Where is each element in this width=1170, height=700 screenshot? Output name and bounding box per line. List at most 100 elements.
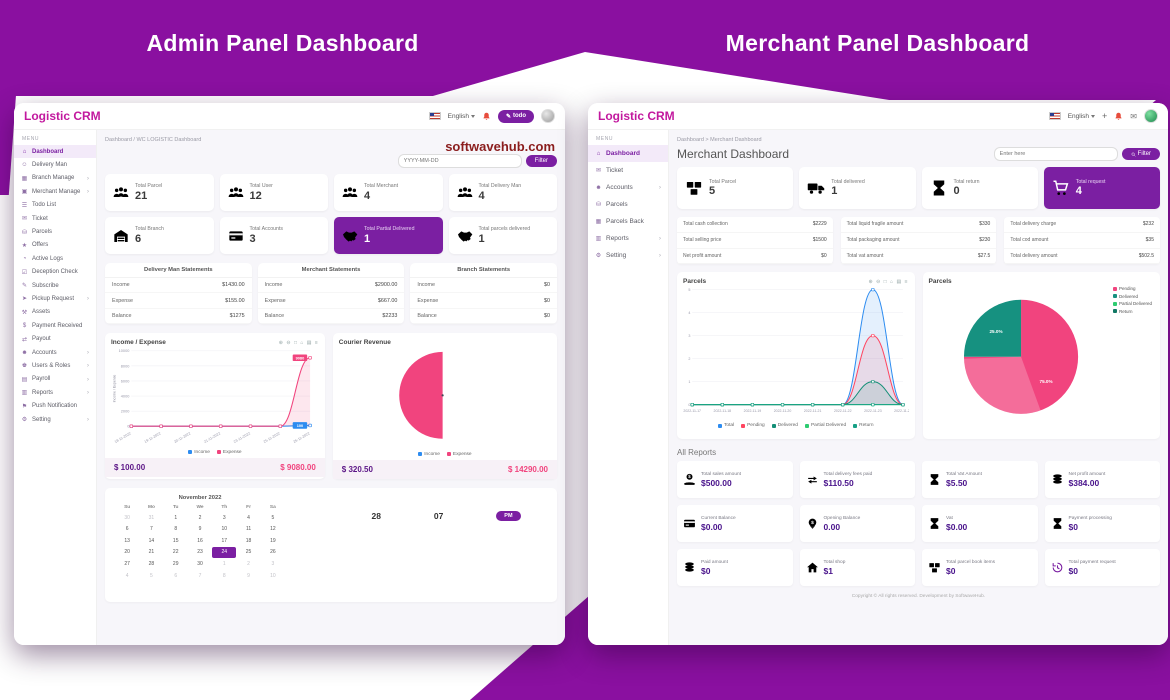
sidebar-item[interactable]: ⚙ Setting › [14, 413, 96, 426]
calendar-day-cell[interactable]: 5 [271, 514, 275, 521]
calendar-day-cell[interactable]: 6 [125, 526, 129, 533]
stat-card: Total Delivery Man 4 [448, 174, 557, 211]
notification-bell-icon[interactable] [482, 112, 491, 121]
calendar-day-cell[interactable]: 31 [148, 514, 155, 521]
calendar-day-cell[interactable]: 16 [197, 537, 203, 544]
messages-envelope-icon[interactable]: ✉ [1130, 111, 1137, 121]
sidebar-item[interactable]: ⛁ Parcels [588, 196, 668, 213]
calendar-day-cell[interactable]: 13 [124, 537, 130, 544]
calendar-day-cell[interactable]: 7 [150, 526, 153, 533]
date-filter-input[interactable] [397, 154, 522, 168]
calendar-day-cell[interactable]: 10 [270, 572, 276, 579]
sidebar-item[interactable]: ▣ Merchant Manage › [14, 185, 96, 198]
sidebar-item[interactable]: ⛁ Parcels [14, 225, 96, 238]
sidebar-item[interactable]: ✉ Ticket [588, 162, 668, 179]
sidebar-item[interactable]: ⚑ Push Notification [14, 399, 96, 412]
calendar-day-cell[interactable]: 9 [247, 572, 250, 579]
sidebar-item[interactable]: ★ Offers [14, 239, 96, 252]
legend-item[interactable]: Income [418, 452, 440, 457]
calendar-day-cell[interactable]: 21 [148, 549, 155, 556]
sidebar-item[interactable]: ✎ Subscribe [14, 279, 96, 292]
language-select[interactable]: English [1068, 113, 1096, 120]
language-select[interactable]: English [448, 113, 475, 120]
sidebar-item[interactable]: ☰ Todo List [14, 199, 96, 212]
sidebar-item[interactable]: ♚ Users & Roles › [14, 359, 96, 372]
calendar-day-cell[interactable]: 23 [197, 549, 203, 556]
calendar-day-cell[interactable]: 4 [247, 514, 250, 521]
calendar-day-cell[interactable]: 1 [174, 514, 178, 521]
avatar[interactable] [1144, 109, 1158, 123]
calendar-day-cell[interactable]: 8 [174, 526, 178, 533]
calendar-day-cell[interactable]: 9 [198, 526, 202, 533]
legend-item[interactable]: Expense [446, 452, 472, 457]
calendar-day-cell[interactable]: 26 [270, 549, 276, 556]
legend-item[interactable]: Return [853, 423, 874, 428]
sidebar-item[interactable]: ▦ Branch Manage › [14, 172, 96, 185]
sidebar-item[interactable]: ☑ Deception Check [14, 266, 96, 279]
calendar-day-cell[interactable]: 14 [148, 537, 155, 544]
sidebar-item[interactable]: ⌂ Dashboard [588, 145, 668, 162]
filter-button[interactable]: Filter [525, 155, 557, 167]
calendar-day-cell[interactable]: 12 [270, 526, 276, 533]
sidebar-item[interactable]: ▥ Reports › [14, 386, 96, 399]
calendar-day-cell[interactable]: 28 [148, 560, 155, 567]
search-input[interactable] [993, 147, 1118, 161]
calendar-day-cell[interactable]: 7 [198, 572, 202, 579]
legend-item[interactable]: Delivered [771, 423, 798, 428]
sidebar-item[interactable]: ▦ Parcels Back [588, 213, 668, 230]
menu-item-label: Parcels [32, 229, 53, 236]
add-icon[interactable]: + [1102, 110, 1108, 121]
sidebar-item[interactable]: ▥ Reports › [588, 230, 668, 247]
sidebar-item[interactable]: ☻ Accounts › [588, 179, 668, 196]
legend-item[interactable]: Total [717, 423, 734, 428]
calendar-day-cell[interactable]: 20 [124, 549, 130, 556]
sidebar-item[interactable]: ◔ Active Logs [14, 252, 96, 265]
sidebar-item[interactable]: ☻ Accounts › [14, 346, 96, 359]
calendar-day-cell[interactable]: 19 [270, 537, 276, 544]
calendar-day-cell[interactable]: 2 [198, 514, 202, 521]
calendar-day-cell[interactable]: 30 [197, 560, 203, 567]
legend-item[interactable]: Return [1112, 309, 1152, 314]
calendar-day-cell[interactable]: 6 [174, 572, 178, 579]
calendar-day-cell[interactable]: 25 [245, 549, 252, 556]
legend-item[interactable]: Delivered [1112, 294, 1152, 299]
filter-button[interactable]: Filter [1121, 148, 1160, 160]
todo-button[interactable]: ✎ todo [497, 109, 534, 123]
calendar-day-cell[interactable]: 4 [125, 572, 129, 579]
sidebar-item[interactable]: ▤ Payroll › [14, 373, 96, 386]
calendar-day-cell[interactable]: 17 [221, 537, 228, 544]
sidebar-item[interactable]: ➤ Pickup Request › [14, 292, 96, 305]
calendar-day-cell[interactable]: 5 [150, 572, 153, 579]
calendar-day-cell[interactable]: 2 [247, 560, 250, 567]
calendar-day-cell[interactable]: 24 [212, 546, 237, 559]
notification-bell-icon[interactable] [1114, 112, 1123, 121]
legend-item[interactable]: Expense [216, 450, 242, 455]
sidebar-item[interactable]: ✉ Ticket [14, 212, 96, 225]
chart-toolbar[interactable]: ⊕ ⊖ □ ⌂ ▤ ≡ [278, 339, 319, 346]
sidebar-item[interactable]: ⚙ Setting › [588, 247, 668, 264]
calendar-day-cell[interactable]: 18 [245, 537, 252, 544]
calendar-day-cell[interactable]: 10 [221, 526, 228, 533]
legend-item[interactable]: Partial Delivered [804, 423, 846, 428]
calendar-day-cell[interactable]: 3 [271, 560, 275, 567]
calendar-day-cell[interactable]: 3 [222, 514, 226, 521]
calendar-day-cell[interactable]: 29 [172, 560, 179, 567]
sidebar-item[interactable]: ☺ Delivery Man [14, 158, 96, 171]
calendar-day-cell[interactable]: 8 [222, 572, 226, 579]
legend-item[interactable]: Income [188, 450, 210, 455]
avatar[interactable] [541, 109, 555, 123]
sidebar-item[interactable]: ⇄ Payout [14, 332, 96, 345]
legend-item[interactable]: Partial Delivered [1112, 301, 1152, 306]
legend-item[interactable]: Pending [1112, 286, 1152, 291]
legend-item[interactable]: Pending [741, 423, 765, 428]
sidebar-item[interactable]: $ Payment Received [14, 319, 96, 332]
calendar-day-cell[interactable]: 22 [172, 549, 179, 556]
sidebar-item[interactable]: ⌂ Dashboard [14, 145, 96, 159]
sidebar-item[interactable]: ⚒ Assets [14, 306, 96, 319]
calendar-day-cell[interactable]: 27 [124, 560, 130, 567]
calendar-day-cell[interactable]: 30 [124, 514, 130, 521]
calendar-day-cell[interactable]: 15 [172, 537, 179, 544]
chart-toolbar[interactable]: ⊕ ⊖ □ ⌂ ▤ ≡ [868, 278, 909, 285]
calendar-day-cell[interactable]: 1 [222, 560, 226, 567]
calendar-day-cell[interactable]: 11 [245, 526, 252, 533]
